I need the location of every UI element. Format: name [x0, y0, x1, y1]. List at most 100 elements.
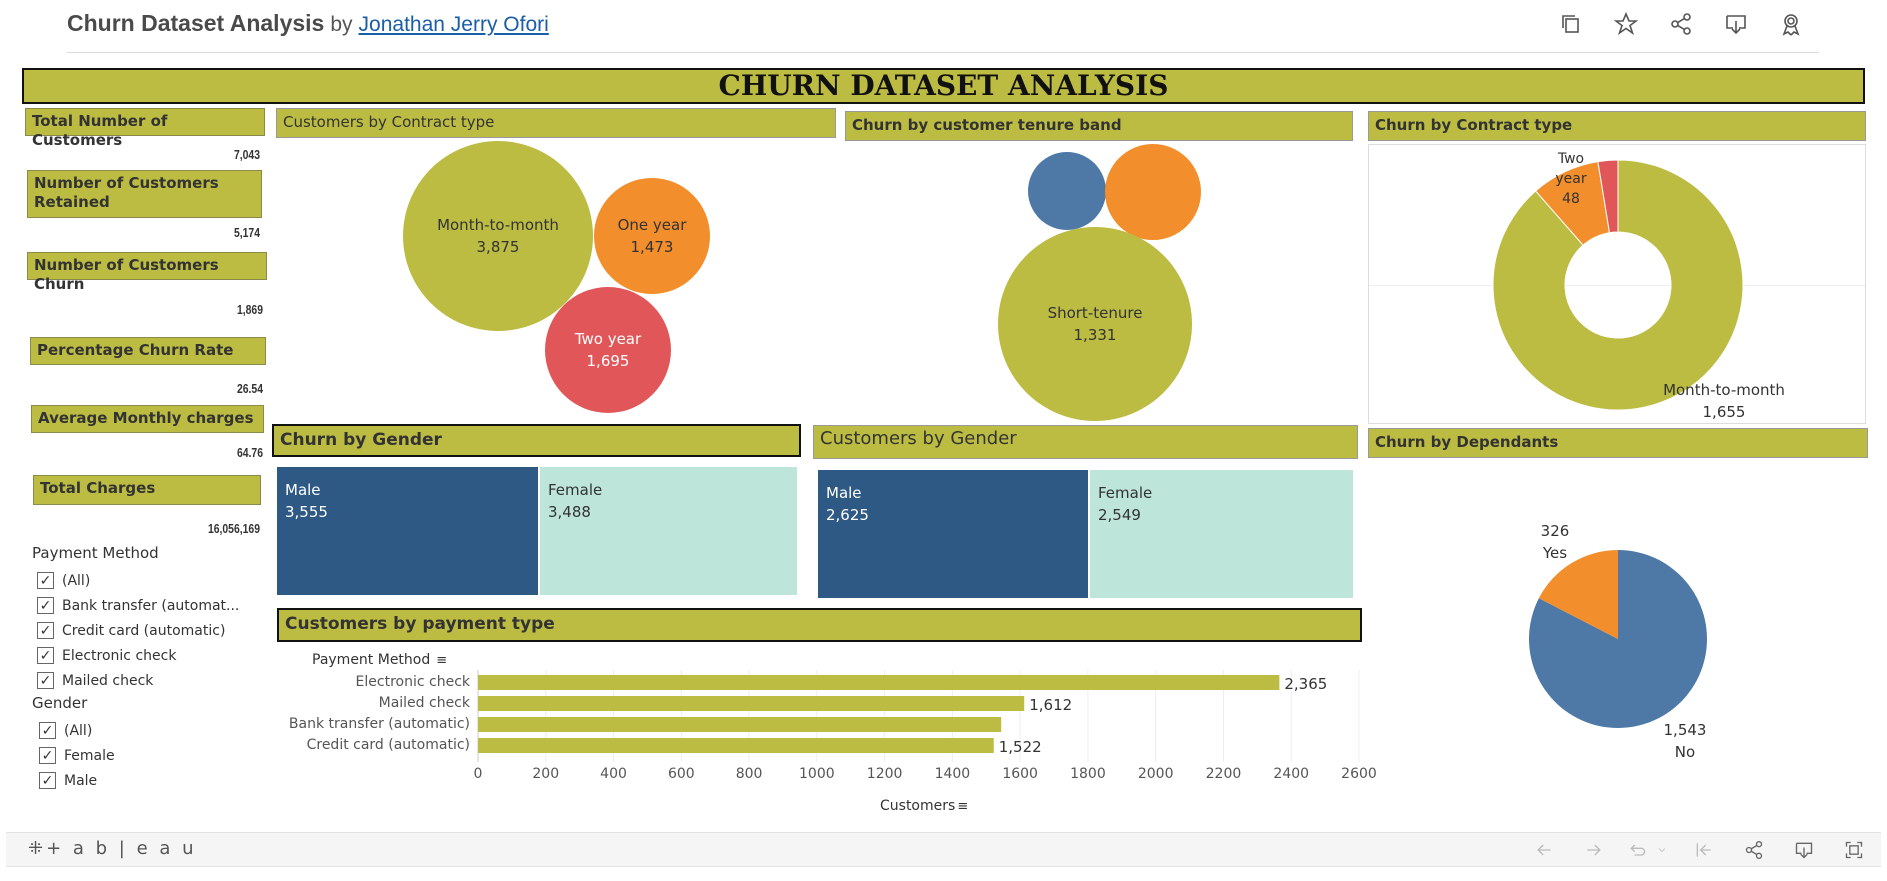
payment-filter-electronic-check[interactable]: ✓ Electronic check — [37, 643, 239, 668]
bar[interactable] — [478, 675, 1280, 690]
gender-filter-female[interactable]: ✓ Female — [39, 743, 115, 768]
bar[interactable] — [478, 738, 994, 753]
checkbox-checked-icon: ✓ — [37, 672, 54, 689]
undo-icon[interactable] — [1532, 838, 1556, 862]
payment-filter-all[interactable]: ✓ (All) — [37, 568, 239, 593]
page-title: Churn Dataset Analysis by Jonathan Jerry O… — [67, 10, 549, 37]
kpi-churn-label: Number of Customers Churn — [27, 252, 267, 293]
kpi-churn-rate-label: Percentage Churn Rate — [30, 337, 266, 365]
payment-filter-mailed-check[interactable]: ✓ Mailed check — [37, 668, 239, 693]
favorite-star-icon[interactable] — [1612, 10, 1640, 38]
author-link[interactable]: Jonathan Jerry Ofori — [358, 13, 549, 36]
sort-icon[interactable]: ≡ — [957, 798, 969, 814]
x-tick-label: 2600 — [1341, 766, 1377, 782]
checkbox-checked-icon: ✓ — [37, 597, 54, 614]
contract-bubbles-title: Customers by Contract type — [276, 108, 836, 138]
chevron-down-icon[interactable] — [1656, 838, 1668, 862]
churn-contract-title: Churn by Contract type — [1368, 111, 1866, 141]
dashboard-title: Churn Dataset Analysis — [67, 10, 325, 36]
bubble-two-year[interactable]: Two year 1,695 — [545, 287, 671, 413]
payment-bar-title: Customers by payment type — [277, 608, 1362, 642]
bubble-month-to-month[interactable]: Month-to-month 3,875 — [403, 141, 593, 331]
tableau-logo-icon: ⁜ — [28, 838, 47, 859]
kpi-retained-value: 5,174 — [233, 225, 260, 240]
bar-value-label: 2,365 — [1284, 675, 1327, 693]
by-text: by — [330, 13, 353, 36]
churn-gender-male-tile[interactable]: Male 3,555 — [277, 467, 538, 595]
donut-gridline — [1369, 285, 1865, 286]
gender-filter-male[interactable]: ✓ Male — [39, 768, 115, 793]
churn-gender-female-tile[interactable]: Female 3,488 — [540, 467, 797, 595]
gender-filter-all[interactable]: ✓ (All) — [39, 718, 115, 743]
payment-filter-credit-card[interactable]: ✓ Credit card (automatic) — [37, 618, 239, 643]
tenure-bubbles-title: Churn by customer tenure band — [845, 111, 1353, 141]
checkbox-checked-icon: ✓ — [39, 772, 56, 789]
kpi-churn-value: 1,869 — [236, 302, 263, 317]
x-tick-label: 2200 — [1206, 766, 1242, 782]
x-tick-label: 1000 — [799, 766, 835, 782]
category-label: Electronic check — [356, 674, 471, 690]
kpi-retained-label: Number of Customers Retained — [27, 170, 262, 218]
churn-contract-donut[interactable] — [1369, 145, 1865, 423]
payment-bar-chart: 0 200 400 600 800 1000 1200 1400 1600 1800 2000 220… — [289, 670, 1377, 782]
header-divider — [67, 52, 1819, 53]
dependants-title: Churn by Dependants — [1368, 428, 1868, 458]
checkbox-checked-icon: ✓ — [37, 572, 54, 589]
bubble-tenure-orange[interactable] — [1105, 144, 1201, 240]
footer-toolbar — [6, 832, 1881, 867]
x-tick-label: 0 — [474, 766, 483, 782]
donut-mtm-label: Month-to-month 1,655 — [1663, 381, 1785, 421]
category-label: Credit card (automatic) — [307, 737, 470, 753]
pie-slice[interactable] — [1538, 550, 1618, 639]
bar[interactable] — [478, 717, 1002, 732]
badge-icon[interactable] — [1777, 10, 1805, 38]
duplicate-icon[interactable] — [1557, 10, 1585, 38]
fullscreen-icon[interactable] — [1842, 838, 1866, 862]
customers-gender-male-tile[interactable]: Male 2,625 — [818, 470, 1088, 598]
share-icon[interactable] — [1667, 10, 1695, 38]
payment-filter-list: ✓ (All) ✓ Bank transfer (automat... ✓ Credi… — [37, 568, 239, 693]
checkbox-checked-icon: ✓ — [37, 622, 54, 639]
sort-icon[interactable]: ≡ — [436, 652, 448, 668]
customers-gender-female-tile[interactable]: Female 2,549 — [1090, 470, 1353, 598]
redo-icon[interactable] — [1582, 838, 1606, 862]
kpi-total-customers-value: 7,043 — [233, 147, 260, 162]
donut-slice[interactable] — [1492, 159, 1744, 411]
bubble-tenure-blue[interactable] — [1028, 152, 1106, 230]
bar-value-label: 1,612 — [1029, 696, 1072, 714]
checkbox-checked-icon: ✓ — [39, 747, 56, 764]
download-icon[interactable] — [1792, 838, 1816, 862]
x-tick-label: 400 — [600, 766, 627, 782]
x-tick-label: 800 — [736, 766, 763, 782]
bubble-short-tenure[interactable]: Short-tenure 1,331 — [998, 227, 1192, 421]
checkbox-checked-icon: ✓ — [39, 722, 56, 739]
dashboard-banner: CHURN DATASET ANALYSIS — [22, 68, 1865, 104]
share-icon[interactable] — [1742, 838, 1766, 862]
tableau-logo[interactable]: ⁜+ a b | e a u — [28, 838, 197, 859]
dependants-pie[interactable] — [1520, 548, 1720, 738]
x-tick-label: 1200 — [867, 766, 903, 782]
payment-filter-bank-transfer[interactable]: ✓ Bank transfer (automat... — [37, 593, 239, 618]
churn-gender-title: Churn by Gender — [272, 424, 801, 457]
payment-x-axis-label[interactable]: Customers ≡ — [880, 798, 969, 814]
gender-filter-list: ✓ (All) ✓ Female ✓ Male — [39, 718, 115, 793]
reset-icon[interactable] — [1692, 838, 1716, 862]
bar[interactable] — [478, 696, 1025, 711]
kpi-avg-monthly-value: 64.76 — [236, 445, 263, 460]
kpi-churn-rate-value: 26.54 — [236, 381, 263, 396]
payment-row-header[interactable]: Payment Method ≡ — [312, 652, 448, 668]
checkbox-checked-icon: ✓ — [37, 647, 54, 664]
download-icon[interactable] — [1722, 10, 1750, 38]
x-tick-label: 2000 — [1138, 766, 1174, 782]
kpi-avg-monthly-label: Average Monthly charges — [31, 405, 264, 433]
bubble-one-year[interactable]: One year 1,473 — [594, 178, 710, 294]
donut-slice[interactable] — [1597, 159, 1619, 234]
revert-icon[interactable] — [1626, 838, 1650, 862]
x-tick-label: 600 — [668, 766, 695, 782]
customers-gender-title: Customers by Gender — [813, 425, 1358, 459]
kpi-total-charges-label: Total Charges — [33, 475, 261, 505]
bar-value-label: 1,522 — [999, 738, 1042, 756]
kpi-total-customers-label: Total Number of Customers — [25, 108, 265, 149]
category-label: Mailed check — [379, 695, 471, 711]
kpi-total-charges-value: 16,056,169 — [207, 521, 260, 536]
